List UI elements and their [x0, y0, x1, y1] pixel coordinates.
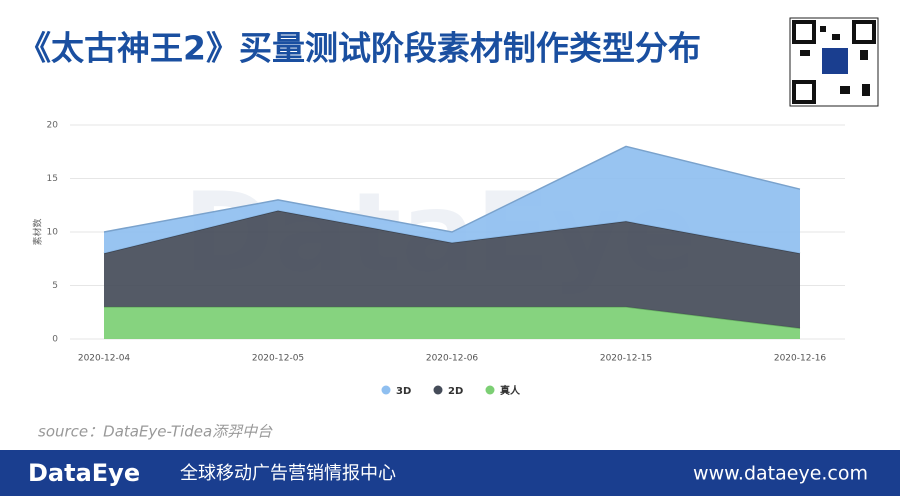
area — [104, 146, 800, 254]
area-line — [103, 145, 801, 233]
x-tick-label: 2020-12-16 — [774, 354, 827, 364]
legend-label: 2D — [448, 386, 463, 397]
legend-marker — [433, 385, 443, 395]
title: 《太古神王2》买量测试阶段素材制作类型分布 — [18, 29, 701, 68]
source: source：DataEye-Tidea添羿中台 — [38, 423, 273, 441]
footer-slogan: 全球移动广告营销情报中心 — [180, 463, 396, 484]
x-tick-label: 2020-12-04 — [78, 354, 131, 364]
footer-band — [0, 450, 900, 496]
y-tick-label: 5 — [52, 281, 58, 291]
legend-marker — [485, 385, 495, 395]
x-tick-label: 2020-12-06 — [426, 354, 479, 364]
qr-code — [789, 17, 879, 107]
footer-url: www.dataeye.com — [693, 463, 868, 485]
y-axis-label: 素材数 — [32, 218, 44, 245]
legend-label: 真人 — [500, 384, 521, 397]
area — [104, 306, 800, 339]
area — [104, 210, 800, 329]
y-tick-label: 20 — [47, 121, 59, 131]
y-tick-label: 15 — [47, 174, 58, 184]
legend-marker — [381, 385, 391, 395]
footer-logo: DataEye — [28, 459, 140, 487]
x-tick-label: 2020-12-05 — [252, 354, 304, 364]
y-tick-label: 10 — [47, 228, 59, 238]
legend-label: 3D — [396, 386, 411, 397]
y-tick-label: 0 — [52, 335, 58, 345]
x-tick-label: 2020-12-15 — [600, 354, 652, 364]
